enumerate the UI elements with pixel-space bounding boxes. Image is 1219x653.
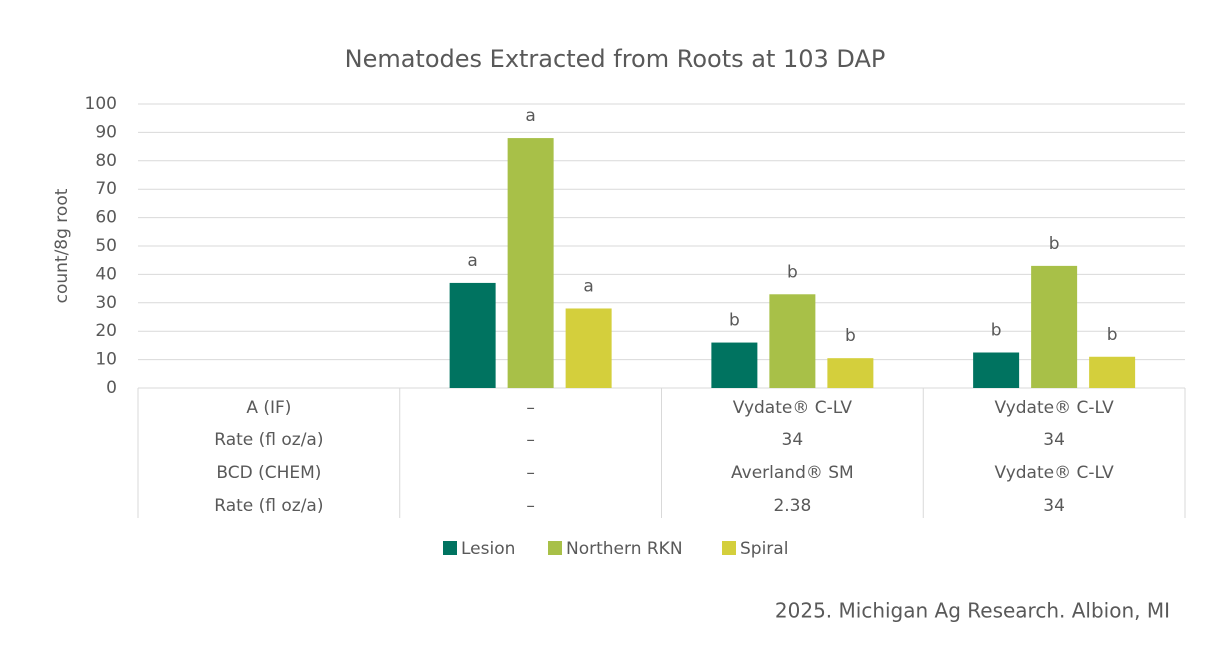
x-category-label: Vydate® C-LV — [995, 463, 1115, 483]
y-tick-label: 80 — [95, 151, 117, 171]
y-tick-label: 60 — [95, 208, 117, 228]
y-tick-label: 100 — [85, 94, 117, 114]
bar — [449, 282, 496, 388]
legend-swatch — [722, 541, 736, 555]
x-category-label: BCD (CHEM) — [216, 463, 321, 483]
significance-letter: a — [583, 276, 593, 296]
y-tick-label: 30 — [95, 293, 117, 313]
legend-swatch — [548, 541, 562, 555]
bar — [973, 352, 1020, 388]
x-category-label: Rate (fl oz/a) — [214, 430, 323, 450]
y-axis-label: count/8g root — [52, 188, 72, 303]
x-category-label: 34 — [1043, 496, 1065, 516]
y-tick-label: 90 — [95, 122, 117, 142]
bar — [1089, 356, 1136, 388]
significance-letter: b — [787, 262, 798, 282]
x-category-label: – — [526, 398, 535, 418]
significance-letter: b — [845, 326, 856, 346]
bar — [507, 138, 554, 388]
legend-label: Northern RKN — [566, 539, 683, 559]
significance-letter: a — [525, 106, 535, 126]
x-category-label: 2.38 — [773, 496, 811, 516]
chart-title: Nematodes Extracted from Roots at 103 DA… — [345, 45, 886, 73]
footnote: 2025. Michigan Ag Research. Albion, MI — [775, 599, 1170, 623]
significance-letter: b — [1049, 234, 1060, 254]
y-tick-label: 10 — [95, 350, 117, 370]
x-category-label: A (IF) — [246, 398, 291, 418]
y-tick-label: 0 — [106, 378, 117, 398]
x-category-label: Averland® SM — [731, 463, 854, 483]
significance-letter: a — [467, 251, 477, 271]
x-category-label: – — [526, 496, 535, 516]
significance-letter: b — [1107, 325, 1118, 345]
y-tick-label: 20 — [95, 321, 117, 341]
x-category-label: – — [526, 430, 535, 450]
y-tick-label: 50 — [95, 236, 117, 256]
x-category-label: Vydate® C-LV — [995, 398, 1115, 418]
x-category-label: Rate (fl oz/a) — [214, 496, 323, 516]
bar — [827, 358, 874, 388]
x-category-label: 34 — [782, 430, 804, 450]
x-category-label: – — [526, 463, 535, 483]
bar — [565, 308, 612, 388]
legend-swatch — [443, 541, 457, 555]
bar — [769, 294, 816, 388]
x-category-label: 34 — [1043, 430, 1065, 450]
significance-letter: b — [991, 321, 1002, 341]
bar — [711, 342, 758, 388]
y-tick-label: 70 — [95, 179, 117, 199]
significance-letter: b — [729, 311, 740, 331]
bar — [1031, 265, 1078, 388]
x-category-label: Vydate® C-LV — [733, 398, 853, 418]
legend-label: Lesion — [461, 539, 515, 559]
legend-label: Spiral — [740, 539, 788, 559]
y-tick-label: 40 — [95, 264, 117, 284]
